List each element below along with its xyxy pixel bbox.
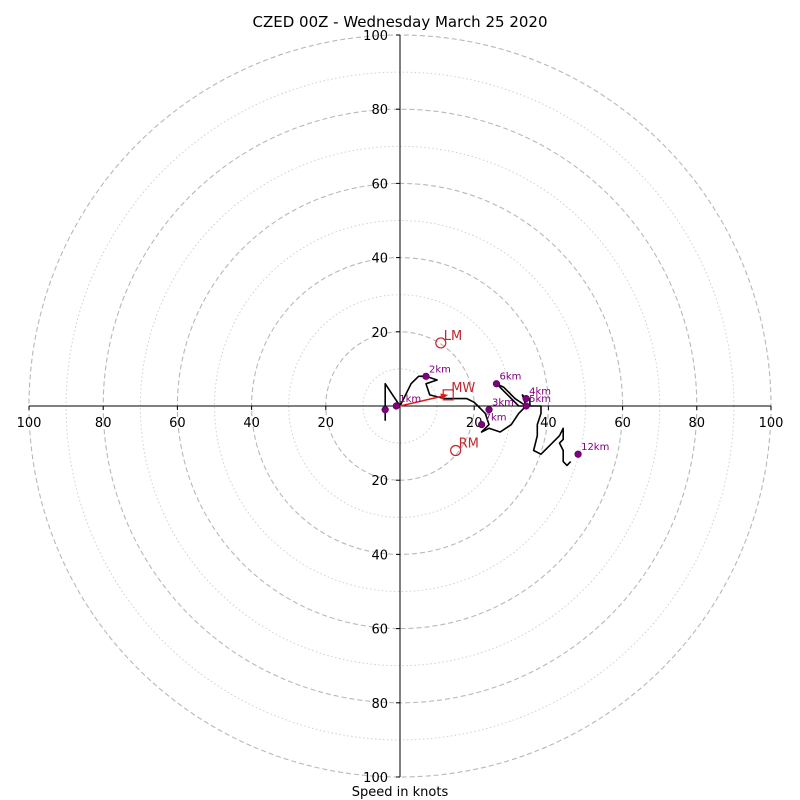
x-tick-label: 100 — [17, 416, 42, 431]
x-tick-label: 40 — [243, 416, 260, 431]
height-marker-dot — [422, 372, 430, 380]
height-marker-dot — [392, 402, 400, 410]
height-marker-label: 6km — [499, 372, 521, 383]
height-marker-dot — [574, 450, 582, 458]
x-axis-label: Speed in knots — [352, 785, 449, 800]
x-tick-label: 80 — [689, 416, 706, 431]
x-tick-label: 80 — [95, 416, 112, 431]
y-tick-label: 100 — [363, 29, 388, 44]
storm-motion-marker — [450, 444, 462, 457]
y-tick-label: 60 — [371, 623, 388, 638]
y-tick-label: 80 — [371, 697, 388, 712]
height-marker-dot — [492, 380, 501, 388]
height-marker-label: 1km — [399, 394, 421, 405]
y-tick-label: 100 — [363, 771, 388, 786]
y-tick-label: 60 — [371, 177, 388, 192]
chart-title: CZED 00Z - Wednesday March 25 2020 — [253, 13, 548, 31]
y-tick-label: 40 — [371, 548, 388, 563]
y-tick-label: 20 — [371, 326, 388, 341]
height-marker-label: 5km — [529, 394, 551, 405]
height-marker-label: 2km — [429, 364, 451, 375]
height-marker-label: 3km — [492, 398, 514, 409]
y-tick-label: 40 — [371, 252, 388, 267]
storm-motion-label: LM — [444, 329, 462, 344]
tick-labels: 100 80 60 40 20 20 40 60 80 100 100 80 60 40 20 20 40 60 8… — [17, 29, 784, 786]
height-marker-dot — [522, 402, 530, 410]
height-marker-label: 12km — [581, 442, 609, 453]
x-tick-label: 40 — [540, 416, 557, 431]
height-marker-dot — [478, 420, 486, 429]
height-marker-dot — [522, 394, 530, 403]
y-tick-label: 20 — [371, 474, 388, 489]
height-marker-label: 4km — [529, 387, 551, 398]
storm-motion-markers: LM MW RM — [435, 329, 479, 457]
height-marker-dot — [381, 406, 389, 414]
x-tick-label: 60 — [169, 416, 186, 431]
mean-wind-vector — [399, 393, 449, 407]
x-tick-label: 20 — [466, 416, 483, 431]
storm-motion-marker — [442, 389, 454, 401]
x-tick-label: 20 — [318, 416, 335, 431]
storm-motion-label: MW — [451, 381, 475, 396]
x-tick-label: 100 — [759, 416, 784, 431]
vector-shaft — [399, 395, 445, 407]
x-tick-label: 60 — [614, 416, 631, 431]
vector-arrowhead — [440, 393, 449, 400]
height-marker-label: 7km — [485, 413, 507, 424]
storm-motion-marker — [435, 337, 447, 349]
y-tick-label: 80 — [371, 103, 388, 118]
height-marker-dot — [485, 406, 493, 414]
storm-motion-label: RM — [459, 437, 479, 452]
